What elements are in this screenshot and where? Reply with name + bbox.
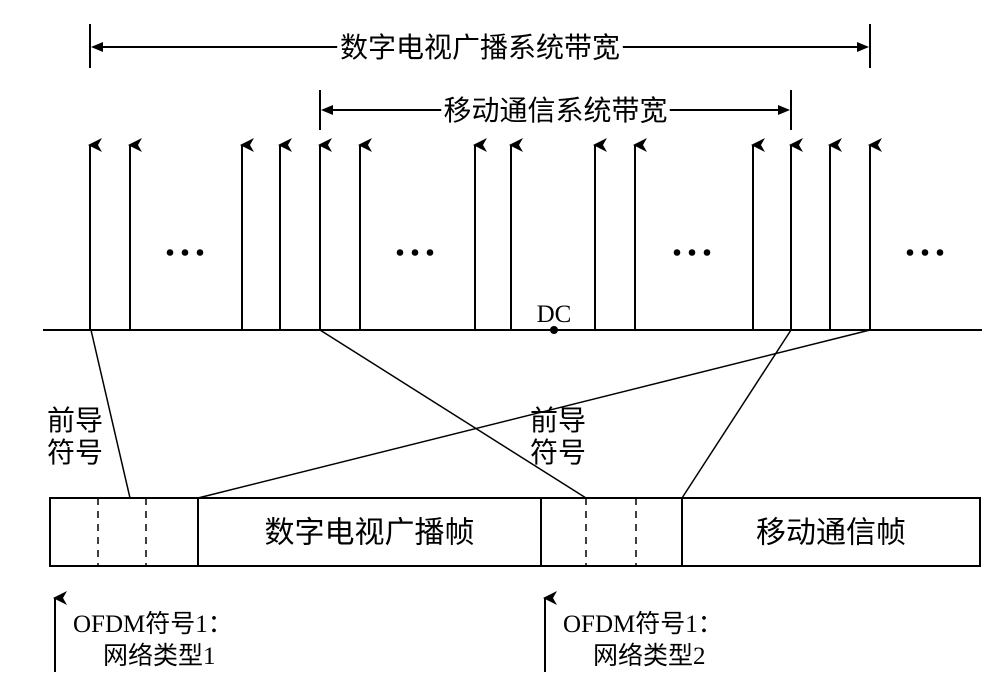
ellipsis-dot: [689, 249, 696, 256]
preamble1-label-l2: 符号: [47, 437, 103, 469]
dc-label: DC: [537, 301, 572, 328]
link-line-1: [198, 330, 870, 498]
diagram-root: DC数字电视广播系统带宽移动通信系统带宽数字电视广播帧移动通信帧前导符号前导符号…: [43, 24, 982, 672]
ellipsis-dot: [197, 249, 204, 256]
ofdm1-l2: 网络类型1: [103, 642, 216, 670]
preamble2-label-l2: 符号: [530, 437, 586, 469]
frame1-label: 数字电视广播帧: [265, 517, 475, 550]
bw-outer-label: 数字电视广播系统带宽: [340, 32, 620, 64]
ofdm2-l1: OFDM符号1：: [563, 610, 723, 638]
ellipsis-dot: [674, 249, 681, 256]
link-line-3: [682, 330, 791, 498]
ofdm1-l1: OFDM符号1：: [73, 610, 233, 638]
ellipsis-dot: [704, 249, 711, 256]
preamble1-label-l1: 前导: [47, 405, 103, 437]
ellipsis-dot: [922, 249, 929, 256]
ellipsis-dot: [427, 249, 434, 256]
bw-inner-label: 移动通信系统带宽: [443, 95, 667, 127]
ofdm2-l2: 网络类型2: [593, 642, 706, 670]
ellipsis-dot: [412, 249, 419, 256]
ellipsis-dot: [397, 249, 404, 256]
preamble2-label-l1: 前导: [530, 405, 586, 437]
frame2-label: 移动通信帧: [756, 517, 906, 550]
ellipsis-dot: [182, 249, 189, 256]
ellipsis-dot: [937, 249, 944, 256]
ellipsis-dot: [907, 249, 914, 256]
ellipsis-dot: [167, 249, 174, 256]
